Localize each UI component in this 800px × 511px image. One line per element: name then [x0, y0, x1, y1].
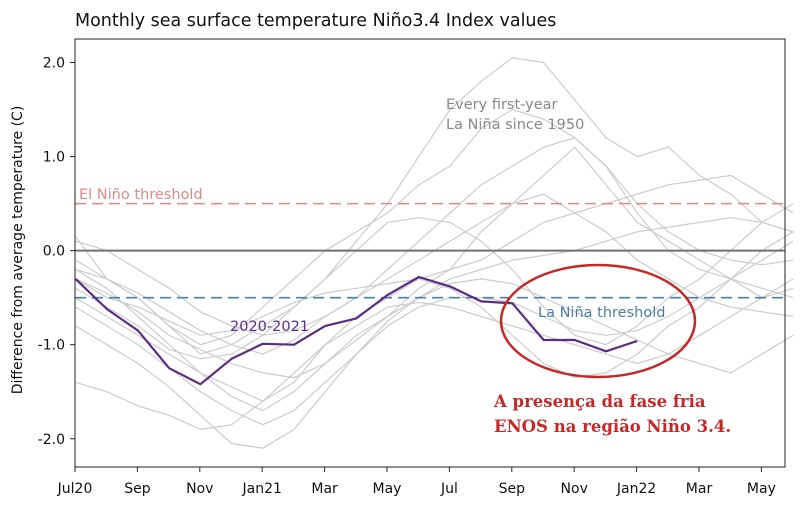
- y-axis-label: Difference from average temperature (C): [10, 106, 26, 395]
- la-nina-threshold-label: La Niña threshold: [538, 305, 665, 321]
- annotation-line1: A presença da fase fria: [493, 392, 706, 411]
- background-series-group: [75, 57, 794, 449]
- el-nino-threshold-label: El Niño threshold: [79, 187, 203, 203]
- background-series-line-2: [75, 146, 794, 412]
- background-series-label-line2: La Niña since 1950: [446, 117, 584, 133]
- x-tick-label: Jan21: [241, 481, 281, 497]
- x-tick-label: May: [373, 481, 402, 497]
- highlight-series-line: [74, 275, 638, 386]
- background-series-line-9: [75, 217, 794, 449]
- x-tick-label: Mar: [686, 481, 713, 497]
- x-tick-label: Mar: [311, 481, 338, 497]
- x-tick-label: Jul: [440, 481, 458, 497]
- y-tick-label: -2.0: [38, 432, 65, 448]
- highlight-series-group: [74, 275, 638, 386]
- y-tick-label: -1.0: [38, 338, 65, 354]
- background-series-line-10: [75, 278, 794, 431]
- y-axis: -2.0 -1.0 0.0 1.0 2.0: [38, 56, 75, 448]
- x-tick-label: Sep: [124, 481, 151, 497]
- x-tick-label: Sep: [499, 481, 526, 497]
- chart-title: Monthly sea surface temperature Niño3.4 …: [75, 11, 556, 31]
- x-axis: Jul20 Sep Nov Jan21 Mar May Jul Sep Nov Jan22 Mar M…: [57, 467, 776, 497]
- annotation-line2: ENOS na região Niño 3.4.: [494, 417, 731, 436]
- highlight-series-label: 2020-2021: [230, 319, 309, 335]
- background-series-line-6: [75, 174, 794, 336]
- background-series-label-line1: Every first-year: [446, 97, 558, 113]
- la-nina-highlight-ellipse: [499, 263, 697, 379]
- x-tick-label: Nov: [561, 481, 588, 497]
- background-series-line-5: [75, 203, 794, 360]
- plot-frame: [74, 38, 786, 468]
- background-series-line-3: [75, 108, 794, 346]
- x-tick-label: Nov: [186, 481, 213, 497]
- background-series-line-7: [75, 240, 794, 426]
- background-series-line-1: [75, 57, 794, 355]
- reference-lines-group: [75, 202, 785, 299]
- x-tick-label: May: [747, 481, 776, 497]
- x-tick-label: Jul20: [57, 481, 93, 497]
- y-tick-label: 2.0: [43, 56, 65, 72]
- background-series-line-11: [75, 137, 794, 336]
- x-tick-label: Jan22: [616, 481, 656, 497]
- y-tick-label: 0.0: [43, 244, 65, 260]
- background-series-line-4: [75, 231, 794, 402]
- y-tick-label: 1.0: [43, 150, 65, 166]
